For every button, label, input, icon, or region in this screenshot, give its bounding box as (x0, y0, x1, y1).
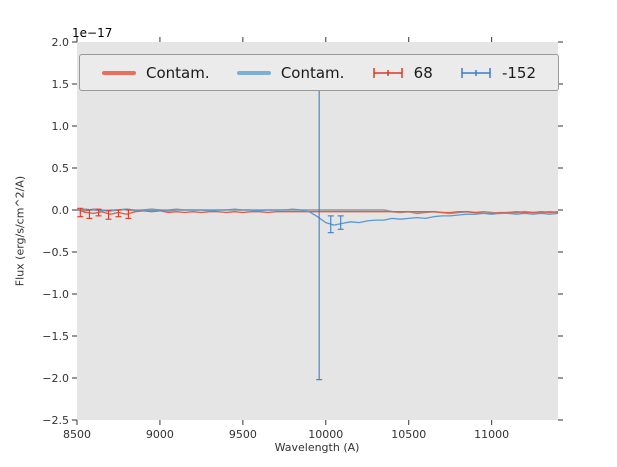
y-tick-label: 2.0 (52, 36, 70, 49)
red-errorbar-swatch-icon (372, 67, 403, 78)
y-tick-label: 1.0 (52, 120, 70, 133)
y-tick-label: −1.5 (42, 330, 69, 343)
legend-label: -152 (501, 63, 536, 82)
y-tick-label: −2.0 (42, 372, 69, 385)
x-tick-label: 11000 (474, 428, 509, 441)
x-tick-label: 10000 (308, 428, 343, 441)
blue-line-swatch-icon (236, 70, 271, 75)
blue-errorbar-swatch-icon (461, 67, 491, 78)
x-tick-label: 10500 (391, 428, 426, 441)
y-tick-label: −0.5 (42, 246, 69, 259)
y-axis-offset-label: 1e−17 (72, 26, 113, 40)
legend-entry-contam-red: Contam. (102, 64, 210, 82)
x-tick-label: 9000 (146, 428, 174, 441)
legend-label: Contam. (146, 63, 210, 82)
y-tick-label: −2.5 (42, 414, 69, 427)
x-tick-label: 8500 (63, 428, 91, 441)
series-contam-red (76, 208, 559, 215)
y-tick-label: 0.5 (52, 162, 70, 175)
legend-entry-68: 68 (372, 64, 433, 82)
y-axis-label: Flux (erg/s/cm^2/A) (13, 175, 27, 287)
series-contam-blue (76, 208, 559, 226)
y-tick-label: −1.0 (42, 288, 69, 301)
legend: Contam. Contam. 68 -152 (79, 54, 559, 91)
plot-area (77, 42, 558, 420)
legend-label: Contam. (280, 63, 345, 82)
x-axis-label: Wavelength (A) (274, 441, 360, 454)
y-tick-label: 1.5 (52, 78, 70, 91)
red-line-swatch-icon (102, 70, 136, 75)
legend-label: 68 (413, 63, 433, 82)
legend-entry-contam-blue: Contam. (236, 63, 345, 82)
legend-entry-minus152: -152 (460, 64, 536, 82)
x-tick-label: 9500 (229, 428, 257, 441)
y-tick-label: 0.0 (52, 204, 70, 217)
